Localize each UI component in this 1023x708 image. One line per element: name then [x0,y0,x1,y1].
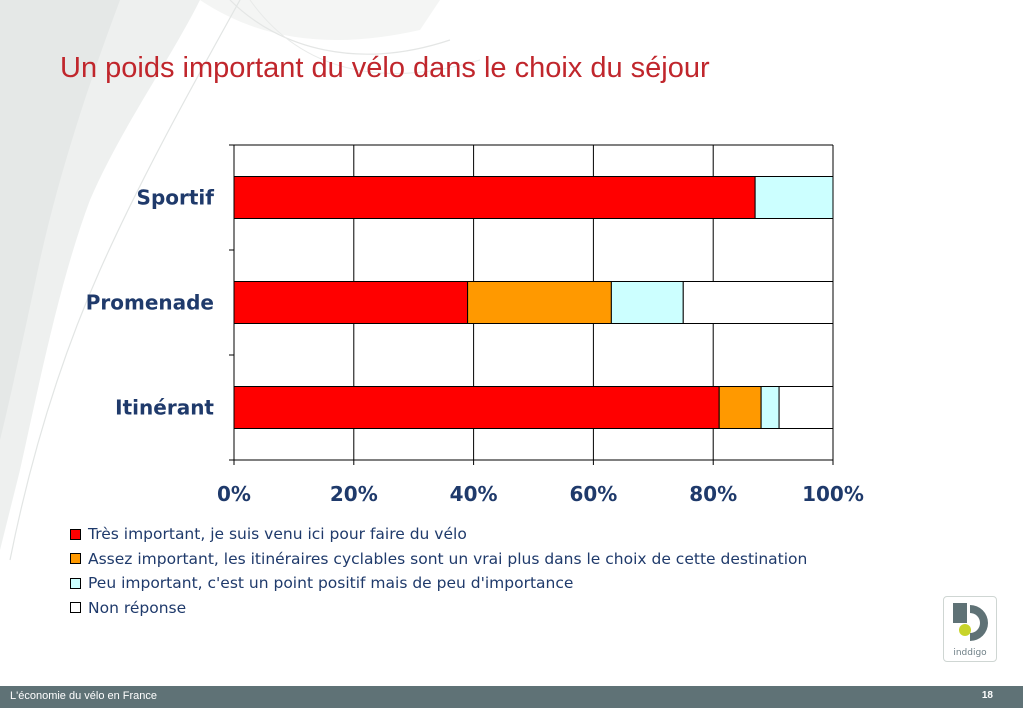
inddigo-logo-icon [953,603,988,641]
bar-segment [760,386,780,429]
legend-swatch [70,553,81,565]
legend-item: Très important, je suis venu ici pour fa… [70,522,807,547]
page-number: 18 [981,690,993,701]
x-tick-label: 20% [330,482,378,506]
legend-label: Peu important, c'est un point positif ma… [88,574,574,593]
x-tick-label: 80% [689,482,737,506]
x-tick-label: 0% [217,482,251,506]
bar-segment [718,386,762,429]
logo-text: inddigo [953,648,987,658]
y-category-label: Sportif [137,186,215,210]
legend-swatch [70,528,81,540]
bar-segment [610,281,684,324]
legend-label: Assez important, les itinéraires cyclabl… [88,549,808,568]
inddigo-logo: inddigo [943,596,997,662]
legend-item: Assez important, les itinéraires cyclabl… [70,547,807,572]
stacked-bar-chart: 0% 20% 40% 60% 80% 100% Sportif Promenade Itinér… [86,144,864,506]
bar-segment [233,281,469,324]
bar-segment [682,281,834,324]
bar-segment [233,386,720,429]
bar-segment [778,386,834,429]
footer-text: L'économie du vélo en France [10,690,158,702]
legend-label: Très important, je suis venu ici pour fa… [88,525,467,544]
x-tick-label: 100% [802,482,864,506]
y-category-label: Promenade [86,291,214,315]
legend-item: Peu important, c'est un point positif ma… [70,571,807,596]
legend-swatch [70,602,81,614]
slide-title: Un poids important du vélo dans le choix… [60,52,710,84]
bar-segment [754,176,834,219]
chart-legend: Très important, je suis venu ici pour fa… [70,522,807,620]
legend-label: Non réponse [88,598,187,617]
legend-item: Non réponse [70,596,807,621]
footer-bar: L'économie du vélo en France 18 [0,686,1023,708]
legend-swatch [70,577,81,589]
x-tick-label: 40% [450,482,498,506]
y-category-label: Itinérant [115,396,214,420]
bar-segment [467,281,612,324]
bar-segment [233,176,756,219]
x-tick-label: 60% [569,482,617,506]
